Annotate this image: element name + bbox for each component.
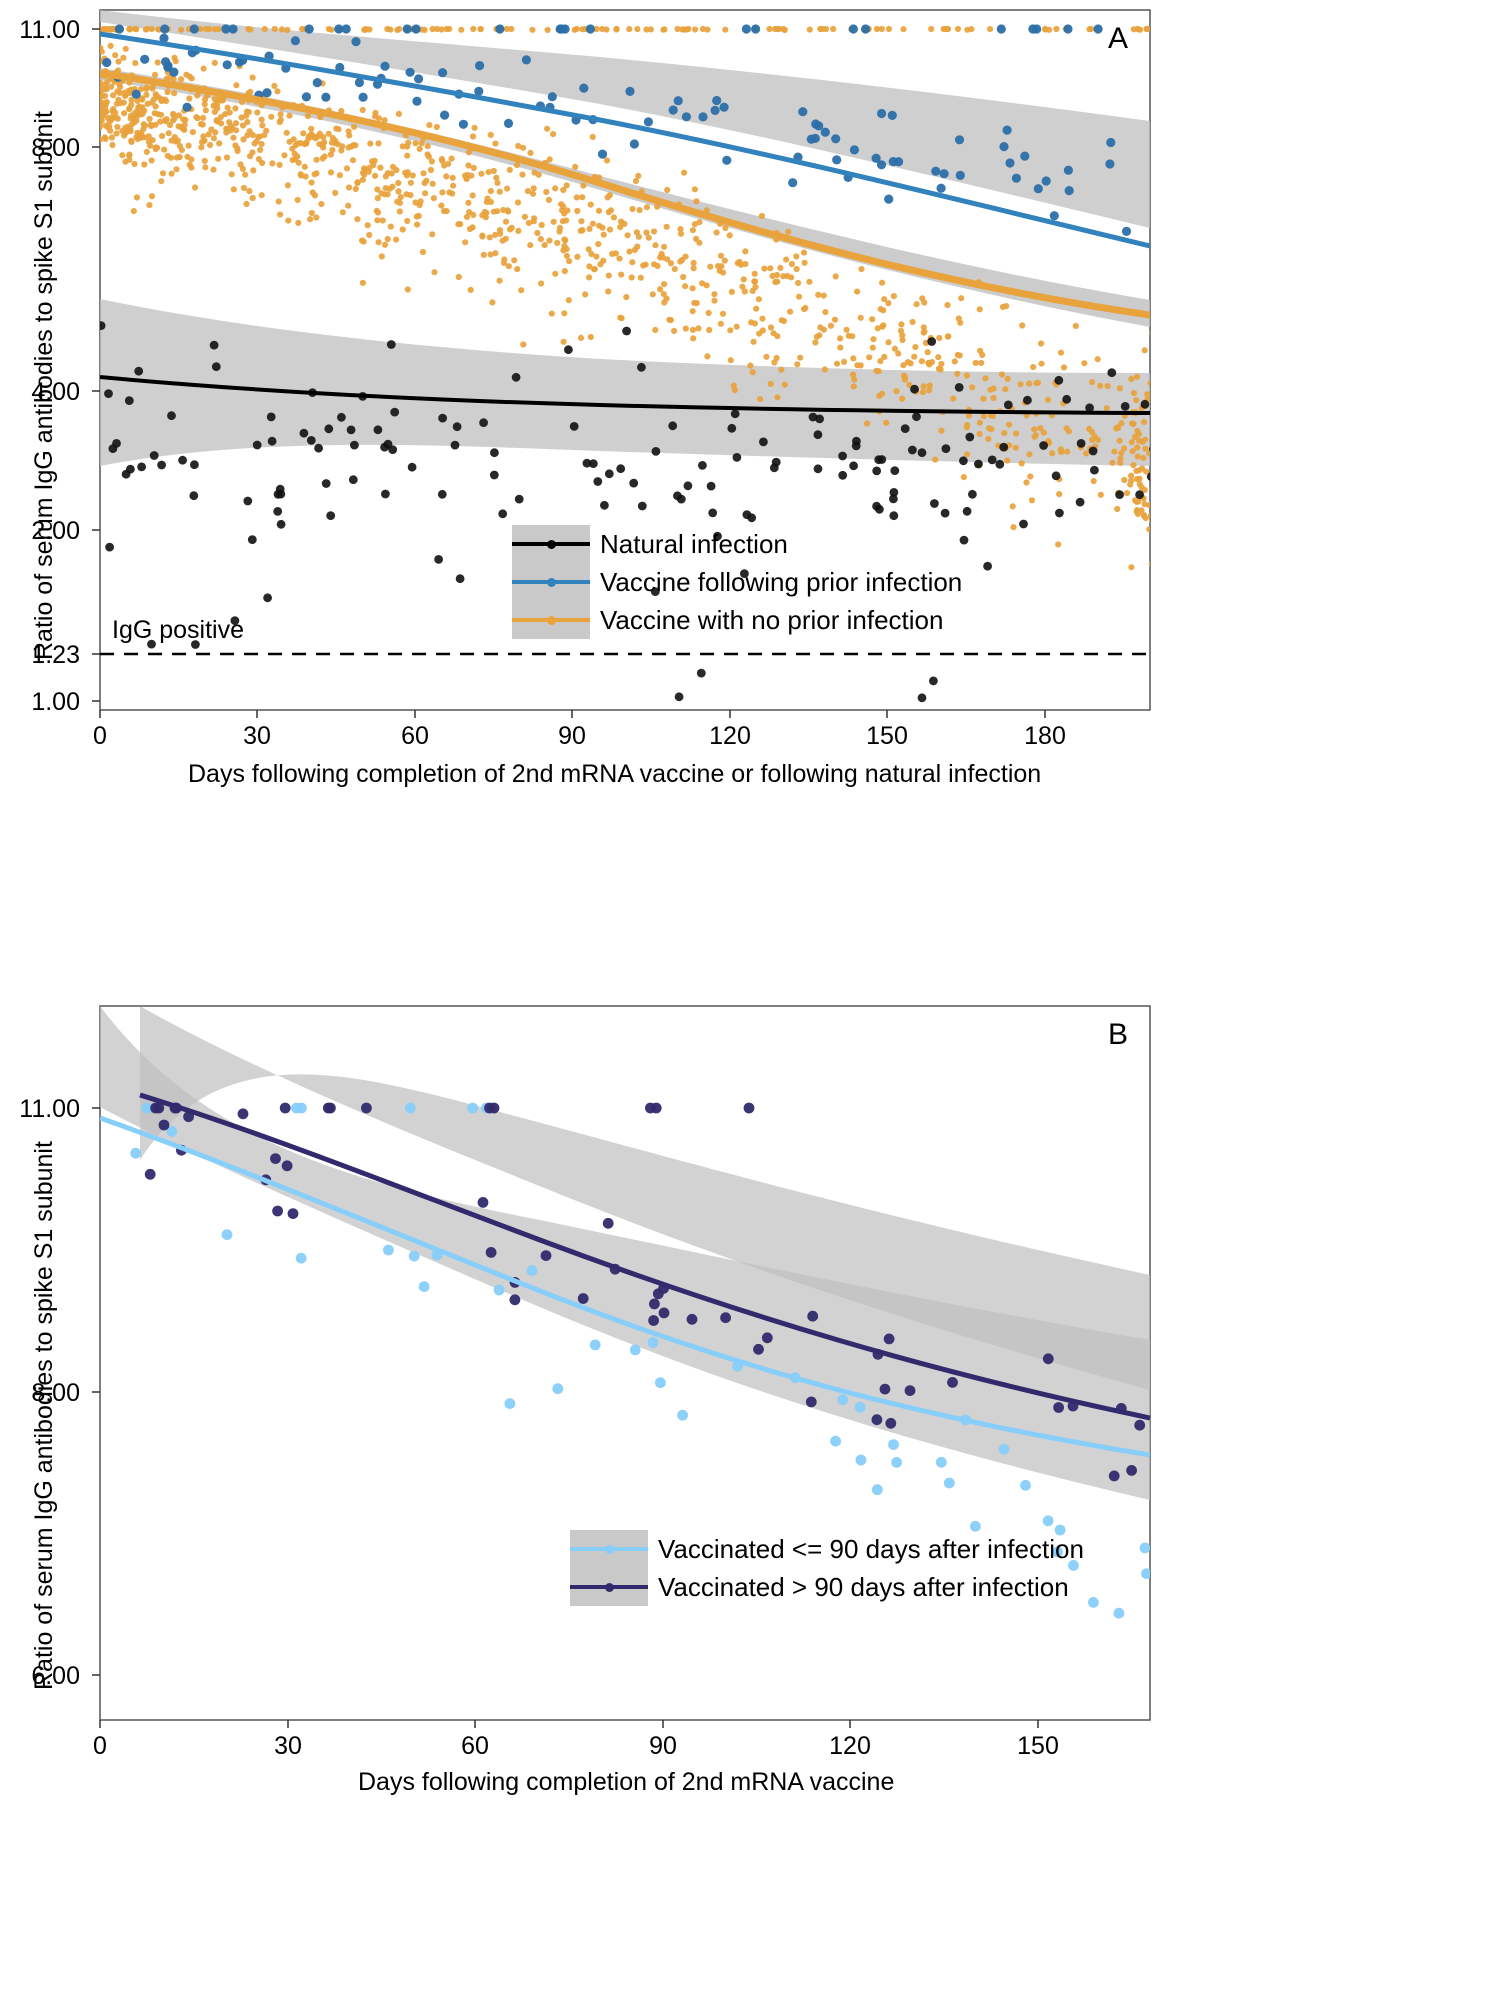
scatter-points-panel-b	[130, 1102, 1150, 1619]
panel-a-letter: A	[1108, 22, 1129, 55]
panel-b-ytick-6: 6.00	[31, 1662, 80, 1690]
panel-a-xtick-30: 30	[243, 722, 271, 750]
scatter-points-panel-a	[100, 24, 1150, 703]
legend-key-vaccine-prior-infection	[512, 563, 590, 601]
panel-a-x-ticks	[99, 710, 1046, 718]
legend-label-vaccinated-after-90-days: Vaccinated > 90 days after infection	[658, 1571, 1069, 1602]
panel-b-xtick-60: 60	[461, 1732, 489, 1760]
panel-a-xtick-120: 120	[709, 722, 751, 750]
ci-band-vaccinated-within-90-days	[100, 1006, 1150, 1500]
panel-b-x-ticks	[99, 1720, 1039, 1728]
panel-b-xtick-120: 120	[829, 1732, 871, 1760]
panel-a: 11.00 8.00 4.00 2.00 1.23 1.00 0 30 60 9…	[0, 0, 1500, 1000]
panel-a-y-ticks	[92, 28, 100, 702]
legend-key-vaccinated-within-90-days	[570, 1530, 648, 1568]
legend-key-vaccinated-after-90-days	[570, 1568, 648, 1606]
panel-a-plot	[92, 9, 1151, 718]
legend-item-vaccine-no-prior-infection: Vaccine with no prior infection	[512, 601, 962, 639]
legend-label-natural-infection: Natural infection	[600, 528, 788, 559]
legend-key-vaccine-no-prior-infection	[512, 601, 590, 639]
panel-b-y-ticks	[92, 1107, 100, 1676]
panel-b-plot	[92, 1005, 1151, 1728]
panel-a-xtick-90: 90	[558, 722, 586, 750]
panel-b-legend: Vaccinated <= 90 days after infection Va…	[570, 1530, 1084, 1606]
panel-a-x-axis-title: Days following completion of 2nd mRNA va…	[188, 760, 1042, 788]
panel-a-ytick-2: 2.00	[31, 517, 80, 545]
fit-line-natural-infection	[100, 375, 1150, 415]
panel-a-ytick-123: 1.23	[31, 641, 80, 669]
panel-a-xtick-180: 180	[1024, 722, 1066, 750]
legend-label-vaccine-prior-infection: Vaccine following prior infection	[600, 566, 963, 597]
panel-b-ytick-11: 11.00	[19, 1095, 80, 1123]
panel-a-ytick-1: 1.00	[31, 688, 80, 716]
panel-a-xtick-60: 60	[401, 722, 429, 750]
fit-line-vaccinated-after-90-days	[139, 1092, 1150, 1421]
fit-line-vaccine-no-prior-infection	[100, 69, 1150, 319]
legend-label-vaccine-no-prior-infection: Vaccine with no prior infection	[600, 604, 944, 635]
panel-a-legend: Natural infection Vaccine following prio…	[512, 525, 962, 639]
legend-item-vaccine-prior-infection: Vaccine following prior infection	[512, 563, 962, 601]
panel-b-xtick-30: 30	[274, 1732, 302, 1760]
legend-item-vaccinated-within-90-days: Vaccinated <= 90 days after infection	[570, 1530, 1084, 1568]
panel-a-y-axis-title: Ratio of serum IgG antibodies to spike S…	[30, 111, 58, 660]
ci-band-vaccinated-after-90-days	[140, 1006, 1150, 1390]
panel-b-x-axis-title: Days following completion of 2nd mRNA va…	[358, 1768, 895, 1796]
panel-b-ytick-8: 8.00	[31, 1379, 80, 1407]
panel-b-xtick-90: 90	[649, 1732, 677, 1760]
fit-line-vaccinated-within-90-days	[100, 1115, 1150, 1458]
legend-label-vaccinated-within-90-days: Vaccinated <= 90 days after infection	[658, 1533, 1084, 1564]
panel-b-y-axis-title: Ratio of serum IgG antibodies to spike S…	[30, 1141, 58, 1690]
panel-a-ytick-11: 11.00	[19, 16, 80, 44]
panel-a-xtick-150: 150	[866, 722, 908, 750]
legend-key-natural-infection	[512, 525, 590, 563]
panel-a-xtick-0: 0	[93, 722, 107, 750]
panel-b-xtick-0: 0	[93, 1732, 107, 1760]
panel-b: 11.00 8.00 6.00 0 30 60 90 120 150 Days …	[0, 1000, 1500, 2008]
panel-b-letter: B	[1108, 1018, 1129, 1051]
legend-item-vaccinated-after-90-days: Vaccinated > 90 days after infection	[570, 1568, 1084, 1606]
panel-a-ytick-4: 4.00	[31, 378, 80, 406]
fit-line-vaccine-prior-infection	[100, 31, 1150, 249]
igg-positive-label: IgG positive	[112, 616, 245, 644]
legend-item-natural-infection: Natural infection	[512, 525, 962, 563]
panel-a-ytick-8: 8.00	[31, 134, 80, 162]
panel-b-xtick-150: 150	[1017, 1732, 1059, 1760]
